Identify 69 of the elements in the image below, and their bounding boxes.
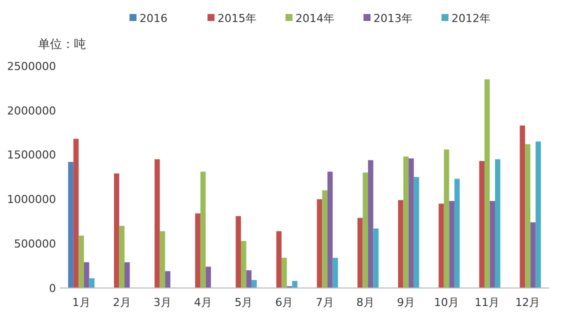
bar [240, 240, 246, 288]
bar [479, 161, 484, 288]
bar [449, 200, 454, 288]
bar [200, 172, 206, 288]
y-tick-label: 500000 [14, 237, 56, 250]
bar [246, 270, 252, 288]
bar [530, 222, 536, 288]
legend-label: 2014年 [296, 12, 334, 25]
bar [520, 125, 526, 288]
bar [68, 162, 74, 288]
bar [408, 158, 414, 288]
bar [160, 231, 166, 288]
bar [368, 160, 374, 288]
bar [292, 280, 298, 288]
bar [195, 213, 200, 288]
x-tick-label: 10月 [434, 296, 460, 309]
bar [154, 159, 160, 288]
legend-label: 2012年 [452, 12, 490, 25]
x-tick-label: 8月 [356, 296, 374, 309]
bar [89, 278, 94, 288]
x-tick-label: 7月 [316, 296, 334, 309]
bar [84, 262, 90, 288]
bar [119, 226, 125, 288]
x-tick-label: 3月 [153, 296, 172, 309]
bar [536, 141, 541, 288]
bar [206, 266, 211, 288]
bar [398, 200, 404, 288]
bar [316, 199, 322, 288]
x-tick-label: 2月 [112, 296, 131, 309]
bar [490, 200, 496, 288]
bar [438, 204, 444, 288]
bar [495, 159, 500, 288]
legend-label: 2015年 [218, 12, 256, 25]
bar [322, 190, 328, 288]
bar [124, 262, 130, 288]
y-tick-label: 1500000 [7, 148, 56, 162]
bar [454, 178, 460, 288]
x-tick-label: 11月 [474, 296, 500, 309]
bar [73, 138, 79, 288]
y-tick-label: 1000000 [7, 193, 56, 206]
x-tick-label: 5月 [234, 296, 253, 309]
x-tick-label: 12月 [515, 296, 540, 309]
bar [414, 177, 420, 288]
bar [282, 258, 287, 288]
bar [165, 271, 170, 288]
bar [276, 231, 282, 288]
bar [327, 172, 333, 288]
legend-label: 2016 [140, 12, 168, 25]
bar [362, 172, 368, 288]
bar [78, 236, 84, 288]
bar [114, 173, 120, 288]
y-tick-label: 2000000 [7, 104, 56, 118]
x-tick-label: 9月 [396, 296, 415, 309]
bar [373, 228, 379, 288]
x-tick-label: 1月 [72, 296, 90, 309]
bar [357, 218, 363, 288]
bar [332, 258, 338, 288]
bar [236, 216, 241, 288]
bar [484, 79, 490, 288]
y-tick-label: 2500000 [7, 60, 56, 73]
bar [525, 144, 530, 288]
bar [444, 149, 450, 288]
legend-label: 2013年 [374, 12, 412, 25]
y-axis-title: 单位：吨 [38, 37, 86, 51]
x-tick-label: 6月 [275, 296, 294, 309]
y-tick-label: 0 [49, 282, 56, 295]
bar [252, 280, 257, 288]
x-tick-label: 4月 [194, 296, 212, 309]
bar [403, 156, 409, 288]
